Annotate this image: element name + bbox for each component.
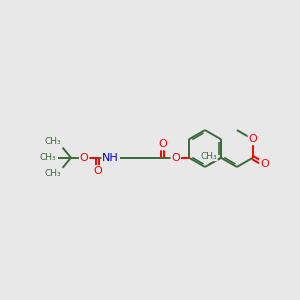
Text: O: O (93, 166, 102, 176)
Text: O: O (158, 140, 167, 149)
Text: O: O (260, 159, 269, 170)
Text: O: O (171, 153, 180, 163)
Text: CH₃: CH₃ (40, 153, 56, 162)
Text: CH₃: CH₃ (44, 169, 61, 178)
Text: O: O (80, 153, 88, 163)
Text: CH₃: CH₃ (44, 137, 61, 146)
Text: NH: NH (102, 153, 119, 163)
Text: CH₃: CH₃ (201, 152, 217, 161)
Text: O: O (248, 134, 257, 144)
